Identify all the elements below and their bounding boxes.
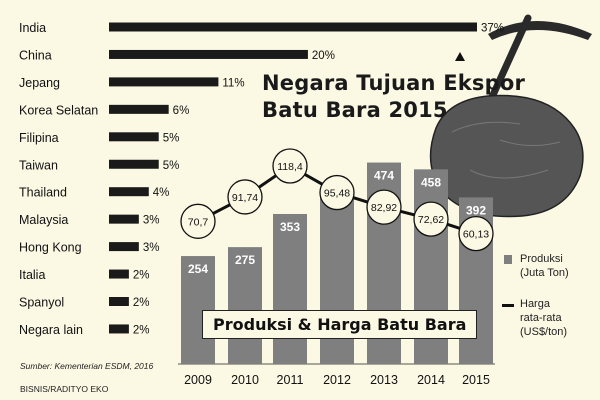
legend-production-swatch — [504, 255, 512, 264]
credit-note: BISNIS/RADITYO EKO — [20, 384, 109, 394]
year-tick-label: 2009 — [184, 373, 212, 387]
pointer-triangle-icon — [455, 52, 465, 61]
export-value-label: 2% — [133, 270, 150, 282]
year-tick-label: 2010 — [231, 373, 259, 387]
main-title-line1: Negara Tujuan Ekspor — [262, 71, 526, 95]
export-value-label: 11% — [222, 77, 244, 89]
price-point — [319, 174, 355, 211]
year-tick-label: 2011 — [277, 373, 304, 387]
export-value-label: 4% — [153, 187, 170, 199]
export-value-label: 20% — [312, 50, 335, 62]
export-value-label: 37% — [481, 23, 504, 35]
price-value-label: 91,74 — [232, 192, 258, 204]
production-value-label: 353 — [280, 220, 300, 234]
coal-texture-icon — [451, 121, 561, 179]
export-country-label: India — [19, 21, 46, 35]
export-bar — [109, 324, 129, 334]
main-title: Negara Tujuan Ekspor Batu Bara 2015 — [262, 70, 525, 124]
price-value-label: 72,62 — [418, 214, 444, 226]
production-value-label: 474 — [374, 169, 394, 183]
export-country-label: Taiwan — [19, 158, 58, 172]
year-tick-label: 2015 — [462, 373, 490, 387]
price-value-label: 82,92 — [371, 202, 397, 214]
legend-price: Harga rata-rata (US$/ton) — [502, 297, 568, 339]
price-point — [180, 203, 216, 239]
price-point — [227, 179, 263, 215]
production-bar — [228, 247, 262, 364]
legend-production: Produksi (Juta Ton) — [504, 252, 569, 280]
price-point — [413, 201, 449, 237]
export-country-label: Spanyol — [19, 296, 64, 310]
export-value-label: 5% — [163, 132, 180, 144]
export-country-label: Thailand — [19, 186, 67, 200]
export-value-label: 3% — [143, 215, 160, 227]
legend-production-label: Produksi — [520, 253, 563, 265]
legend-production-unit: (Juta Ton) — [520, 267, 569, 279]
year-tick-label: 2014 — [417, 373, 445, 387]
pickaxe-head-icon — [488, 21, 592, 40]
price-value-label: 70,7 — [188, 216, 209, 228]
export-bar — [109, 77, 219, 87]
price-point — [272, 148, 308, 184]
legend-price-swatch — [502, 304, 514, 307]
export-bar — [109, 242, 139, 252]
export-country-label: Hong Kong — [19, 241, 82, 255]
production-value-label: 458 — [421, 175, 441, 189]
export-bar — [109, 297, 129, 306]
source-note: Sumber: Kementerian ESDM, 2016 — [20, 361, 154, 371]
export-country-label: Malaysia — [19, 213, 68, 227]
export-bar — [109, 187, 149, 197]
price-point — [366, 189, 402, 225]
price-value-label: 60,13 — [463, 229, 489, 241]
export-country-label: Filipina — [19, 131, 59, 145]
export-value-label: 6% — [173, 105, 190, 117]
export-bar — [109, 22, 477, 32]
year-tick-label: 2012 — [323, 373, 351, 387]
export-country-label: Jepang — [19, 76, 60, 90]
export-value-label: 3% — [143, 242, 160, 254]
export-value-label: 2% — [133, 324, 150, 336]
export-country-label: Negara lain — [19, 323, 83, 337]
export-value-label: 2% — [133, 297, 150, 309]
export-bar — [109, 159, 159, 169]
price-point — [458, 215, 494, 252]
production-price-title: Produksi & Harga Batu Bara — [202, 310, 478, 339]
export-bar — [109, 104, 169, 114]
export-value-label: 5% — [163, 160, 180, 172]
export-bar — [109, 132, 159, 142]
export-bar — [109, 49, 308, 59]
export-bar — [109, 214, 139, 224]
legend-price-label-2: rata-rata — [520, 312, 562, 324]
export-country-label: Italia — [19, 268, 45, 282]
main-title-line2: Batu Bara 2015 — [262, 98, 448, 122]
year-tick-label: 2013 — [370, 373, 398, 387]
price-value-label: 95,48 — [324, 188, 350, 200]
production-price-chart: 2542009275201035320114122012474201345820… — [178, 148, 495, 387]
production-value-label: 275 — [235, 253, 255, 267]
price-value-label: 118,4 — [277, 161, 303, 173]
legend-price-label: Harga — [520, 298, 550, 310]
export-bar — [109, 269, 129, 279]
export-country-label: China — [19, 48, 52, 62]
production-bar — [273, 213, 307, 364]
export-country-label: Korea Selatan — [19, 103, 98, 117]
production-value-label: 392 — [466, 203, 486, 217]
legend-price-unit: (US$/ton) — [520, 326, 568, 338]
production-value-label: 254 — [188, 262, 208, 276]
coal-pickaxe-illustration — [429, 14, 592, 218]
